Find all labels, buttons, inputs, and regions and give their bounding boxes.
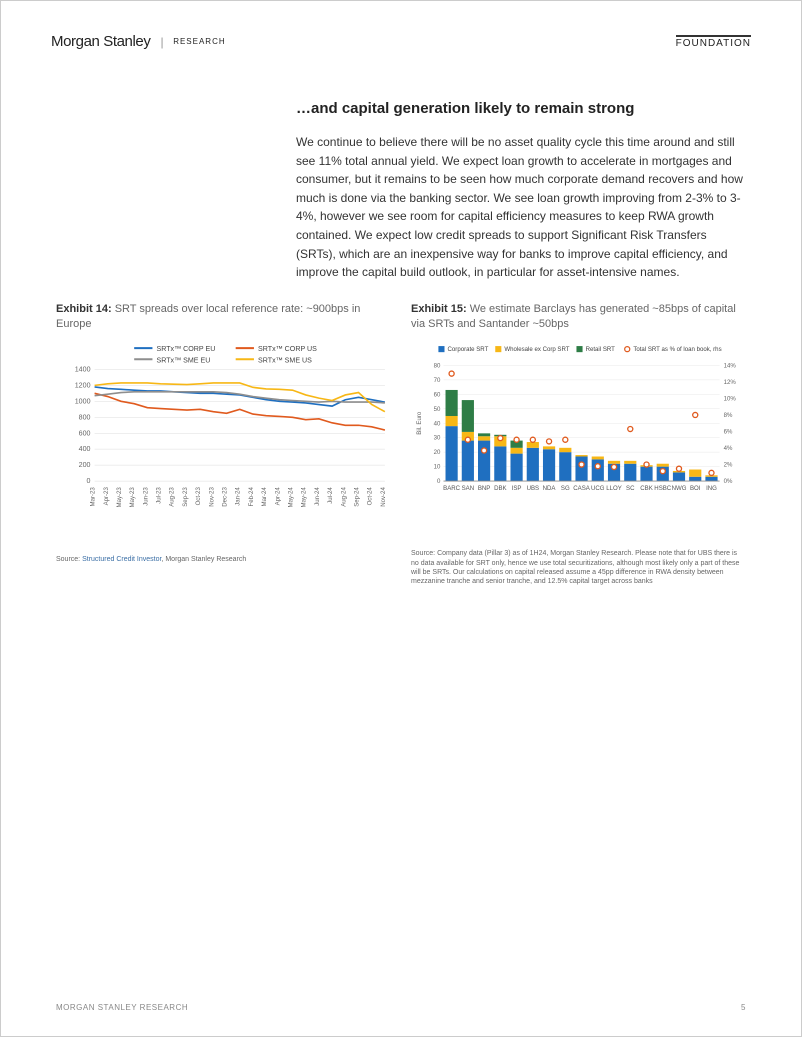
- svg-text:20: 20: [434, 449, 441, 456]
- content-area: …and capital generation likely to remain…: [1, 50, 801, 282]
- svg-text:ISP: ISP: [512, 485, 522, 492]
- svg-text:SRTx™ CORP US: SRTx™ CORP US: [258, 345, 317, 353]
- svg-text:2%: 2%: [724, 461, 733, 468]
- svg-text:SG: SG: [561, 485, 570, 492]
- svg-text:50: 50: [434, 405, 441, 412]
- svg-text:Jul-23: Jul-23: [156, 486, 163, 503]
- logo: Morgan Stanley | RESEARCH: [51, 33, 226, 50]
- svg-text:8%: 8%: [724, 412, 733, 419]
- svg-text:Jun-24: Jun-24: [314, 486, 321, 505]
- svg-text:1000: 1000: [75, 397, 91, 405]
- svg-text:60: 60: [434, 391, 441, 398]
- page-header: Morgan Stanley | RESEARCH FOUNDATION: [1, 1, 801, 50]
- svg-text:80: 80: [434, 362, 441, 369]
- svg-text:BOI: BOI: [690, 485, 701, 492]
- svg-text:Jul-24: Jul-24: [327, 486, 334, 503]
- svg-text:Oct-23: Oct-23: [195, 486, 202, 505]
- svg-text:ING: ING: [706, 485, 717, 492]
- brand-sub: RESEARCH: [173, 37, 225, 46]
- section-body: We continue to believe there will be no …: [296, 133, 746, 282]
- svg-text:NWG: NWG: [672, 485, 687, 492]
- svg-text:0: 0: [87, 477, 91, 485]
- svg-text:200: 200: [79, 461, 91, 469]
- svg-text:Dec-23: Dec-23: [222, 486, 229, 506]
- svg-text:May-23: May-23: [116, 486, 123, 507]
- svg-text:UBS: UBS: [527, 485, 540, 492]
- svg-text:40: 40: [434, 420, 441, 427]
- exhibit-14-lead: Exhibit 14:: [56, 303, 112, 315]
- svg-text:DBK: DBK: [494, 485, 507, 492]
- exhibit-14-title: Exhibit 14: SRT spreads over local refer…: [56, 302, 391, 333]
- svg-text:Sep-24: Sep-24: [354, 486, 361, 506]
- svg-text:Sep-23: Sep-23: [182, 486, 189, 506]
- svg-text:600: 600: [79, 429, 91, 437]
- svg-text:Total SRT as % of loan book, r: Total SRT as % of loan book, rhs: [633, 346, 721, 353]
- svg-text:0: 0: [437, 478, 441, 485]
- svg-text:Wholesale ex Corp SRT: Wholesale ex Corp SRT: [504, 346, 569, 353]
- svg-text:CBK: CBK: [640, 485, 653, 492]
- foundation-label: FOUNDATION: [676, 35, 751, 49]
- svg-text:May-23: May-23: [129, 486, 136, 507]
- svg-text:Jun-23: Jun-23: [142, 486, 149, 505]
- svg-text:Apr-23: Apr-23: [103, 486, 110, 505]
- svg-text:UCG: UCG: [591, 485, 605, 492]
- svg-text:Aug-23: Aug-23: [169, 486, 176, 506]
- exhibit-15-lead: Exhibit 15:: [411, 303, 467, 315]
- svg-text:Bil. Euro: Bil. Euro: [416, 411, 423, 435]
- svg-text:HSBC: HSBC: [654, 485, 671, 492]
- svg-text:SAN: SAN: [462, 485, 475, 492]
- exhibit-15-source: Source: Company data (Pillar 3) as of 1H…: [411, 549, 746, 585]
- svg-text:800: 800: [79, 413, 91, 421]
- srt-spreads-chart: SRTx™ CORP EU SRTx™ CORP US SRTx™ SME EU SR…: [56, 341, 391, 544]
- svg-text:Feb-24: Feb-24: [248, 486, 255, 506]
- exhibit-14-source: Source: Structured Credit Investor, Morg…: [56, 555, 391, 564]
- svg-text:SC: SC: [626, 485, 635, 492]
- svg-text:Corporate SRT: Corporate SRT: [448, 346, 489, 353]
- exhibit-14: Exhibit 14: SRT spreads over local refer…: [56, 302, 391, 586]
- svg-text:SRTx™ SME EU: SRTx™ SME EU: [157, 356, 211, 364]
- svg-text:1200: 1200: [75, 381, 91, 389]
- exhibits-row: Exhibit 14: SRT spreads over local refer…: [1, 302, 801, 586]
- svg-text:10: 10: [434, 463, 441, 470]
- source-link[interactable]: Structured Credit Investor: [82, 556, 161, 563]
- srt-capital-chart: Corporate SRT Wholesale ex Corp SRT Retail…: [411, 341, 746, 539]
- svg-text:0%: 0%: [724, 478, 733, 485]
- svg-text:6%: 6%: [724, 428, 733, 435]
- svg-text:14%: 14%: [724, 362, 737, 369]
- svg-text:30: 30: [434, 434, 441, 441]
- svg-text:May-24: May-24: [301, 486, 308, 507]
- svg-text:BNP: BNP: [478, 485, 491, 492]
- exhibit-15-title: Exhibit 15: We estimate Barclays has gen…: [411, 302, 746, 333]
- svg-text:Jan-24: Jan-24: [235, 486, 242, 505]
- svg-text:Mar-23: Mar-23: [90, 486, 97, 506]
- svg-text:12%: 12%: [724, 378, 737, 385]
- svg-text:May-24: May-24: [288, 486, 295, 507]
- svg-text:Oct-24: Oct-24: [367, 486, 374, 505]
- page-footer: MORGAN STANLEY RESEARCH 5: [56, 1003, 746, 1012]
- footer-left: MORGAN STANLEY RESEARCH: [56, 1003, 188, 1012]
- svg-text:Mar-24: Mar-24: [261, 486, 268, 506]
- svg-text:BARC: BARC: [443, 485, 460, 492]
- brand-divider: |: [160, 35, 163, 49]
- svg-text:400: 400: [79, 445, 91, 453]
- section-title: …and capital generation likely to remain…: [296, 100, 746, 117]
- svg-text:SRTx™ SME US: SRTx™ SME US: [258, 356, 312, 364]
- svg-text:Apr-24: Apr-24: [274, 486, 281, 505]
- svg-text:1400: 1400: [75, 365, 91, 373]
- svg-text:Nov-23: Nov-23: [208, 486, 215, 506]
- svg-text:10%: 10%: [724, 395, 737, 402]
- svg-text:LLOY: LLOY: [606, 485, 622, 492]
- svg-text:Nov-24: Nov-24: [380, 486, 387, 506]
- exhibit-15: Exhibit 15: We estimate Barclays has gen…: [411, 302, 746, 586]
- svg-text:70: 70: [434, 376, 441, 383]
- svg-text:4%: 4%: [724, 445, 733, 452]
- svg-text:CASA: CASA: [573, 485, 590, 492]
- brand-name: Morgan Stanley: [51, 33, 150, 50]
- footer-page-number: 5: [741, 1003, 746, 1012]
- svg-text:NDA: NDA: [543, 485, 557, 492]
- svg-text:SRTx™ CORP EU: SRTx™ CORP EU: [157, 345, 216, 353]
- svg-text:Retail SRT: Retail SRT: [586, 346, 616, 353]
- svg-text:Aug-24: Aug-24: [340, 486, 347, 506]
